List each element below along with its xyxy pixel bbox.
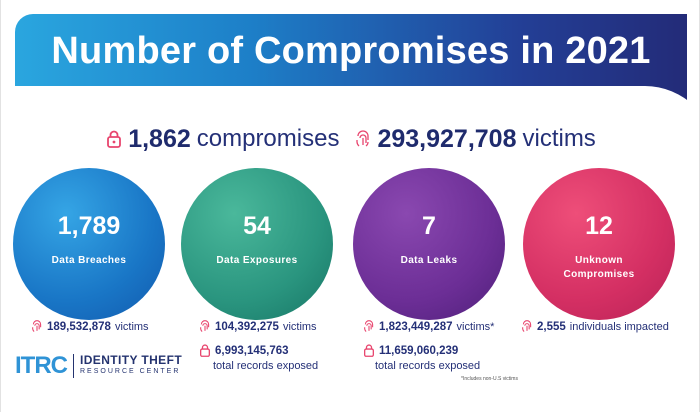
itrc-logo: ITRC IDENTITY THEFT RESOURCE CENTER: [15, 352, 182, 380]
logo-divider: [73, 354, 74, 378]
page-title: Number of Compromises in 2021: [51, 30, 651, 72]
logo-line1: IDENTITY THEFT: [80, 353, 183, 367]
unknown-label: Unknown Compromises: [563, 255, 635, 280]
compromises-total: 1,862: [128, 124, 191, 153]
leaks-label: Data Leaks: [400, 255, 458, 266]
exposures-victims: 104,392,275 victims: [199, 320, 317, 333]
exposures-records: 6,993,145,763: [199, 344, 289, 357]
victims-total: 293,927,708: [377, 124, 517, 153]
unknown-impacted-label: individuals impacted: [569, 320, 669, 333]
breaches-victims-label: victims: [114, 320, 149, 333]
logo-line2: RESOURCE CENTER: [80, 368, 181, 375]
exposures-victims-label: victims: [282, 320, 317, 333]
total-compromises: 1,862 compromises: [106, 125, 339, 154]
exposures-records-label: total records exposed: [213, 360, 319, 372]
title-banner: [15, 14, 687, 118]
unknown-impacted-value: 2,555: [537, 320, 566, 333]
exposures-records-value: 6,993,145,763: [215, 344, 289, 357]
exposures-count: 54: [243, 212, 271, 240]
logo-text: IDENTITY THEFT RESOURCE CENTER: [80, 354, 182, 378]
breaches-victims-value: 189,532,878: [47, 320, 111, 333]
fingerprint-icon: [364, 320, 374, 332]
circle-data-breaches: 1,789 Data Breaches: [13, 168, 165, 320]
totals-row: 1,862 compromises 293,927,708 victims: [1, 122, 700, 156]
exposures-label: Data Exposures: [216, 255, 298, 266]
leaks-victims-label: victims*: [456, 320, 495, 333]
logo-mark-b: RC: [34, 352, 68, 379]
fingerprint-icon: [32, 320, 42, 332]
lock-icon: [200, 344, 210, 357]
compromises-label: compromises: [196, 125, 340, 152]
circle-data-leaks: 7 Data Leaks: [353, 168, 505, 320]
leaks-count: 7: [422, 212, 436, 240]
leaks-records-value: 11,659,060,239: [379, 344, 459, 357]
unknown-count: 12: [585, 212, 613, 240]
footnote: *Includes non-U.S victims: [461, 376, 518, 382]
lock-icon: [107, 130, 122, 148]
logo-mark: ITRC: [15, 352, 68, 380]
leaks-records: 11,659,060,239: [363, 344, 458, 357]
lock-icon: [364, 344, 374, 357]
breaches-label: Data Breaches: [51, 255, 127, 266]
banner-curve: [15, 86, 687, 118]
circle-data-exposures: 54 Data Exposures: [181, 168, 333, 320]
breaches-count: 1,789: [57, 212, 121, 240]
leaks-victims-value: 1,823,449,287: [379, 320, 453, 333]
breaches-victims: 189,532,878 victims: [31, 320, 149, 333]
fingerprint-icon: [522, 320, 532, 332]
leaks-records-label: total records exposed: [375, 360, 481, 372]
circle-unknown-compromises: 12 Unknown Compromises: [523, 168, 675, 320]
fingerprint-icon: [200, 320, 210, 332]
exposures-victims-value: 104,392,275: [215, 320, 279, 333]
logo-mark-a: IT: [15, 352, 35, 379]
fingerprint-icon: [356, 130, 370, 147]
victims-label: victims: [522, 125, 596, 152]
leaks-victims: 1,823,449,287 victims*: [363, 320, 494, 333]
unknown-impacted: 2,555 individuals impacted: [521, 320, 669, 333]
total-victims: 293,927,708 victims: [355, 124, 596, 154]
